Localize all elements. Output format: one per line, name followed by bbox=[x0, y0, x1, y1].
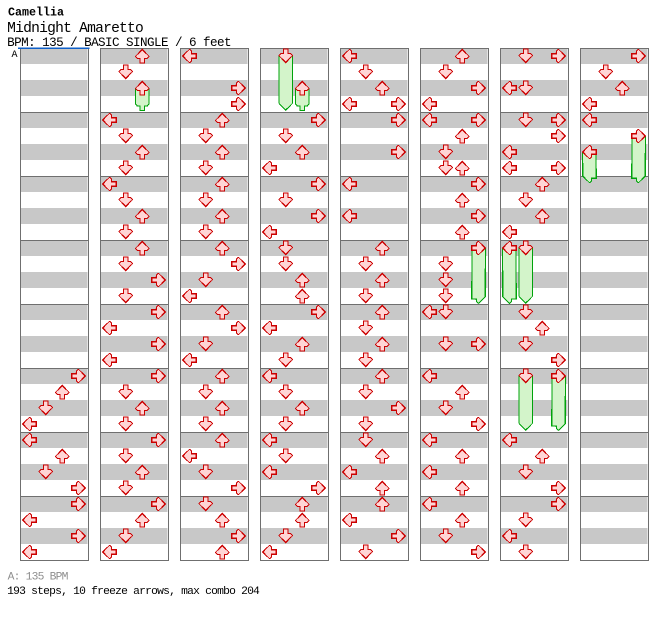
svg-text:A: A bbox=[12, 50, 18, 61]
svg-text:BPM: 135 / BASIC SINGLE / 6 fe: BPM: 135 / BASIC SINGLE / 6 feet bbox=[7, 36, 231, 50]
svg-text:A: 135 BPM: A: 135 BPM bbox=[8, 571, 69, 583]
svg-text:Midnight Amaretto: Midnight Amaretto bbox=[7, 21, 143, 37]
svg-text:193 steps, 10 freeze arrows, m: 193 steps, 10 freeze arrows, max combo 2… bbox=[7, 586, 260, 598]
svg-text:Camellia: Camellia bbox=[8, 6, 64, 20]
